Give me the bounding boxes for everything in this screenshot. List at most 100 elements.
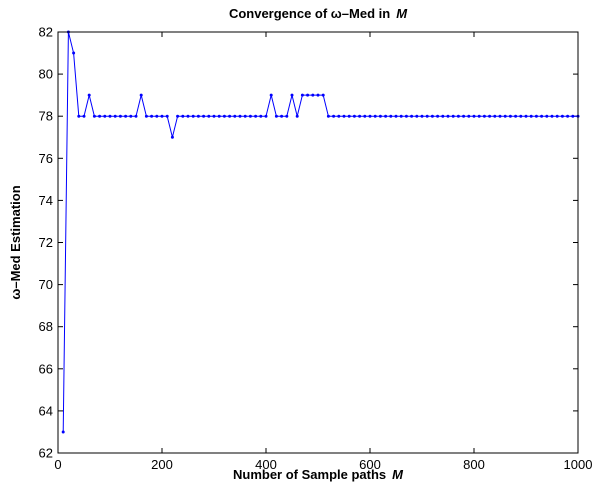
data-point xyxy=(82,114,86,118)
data-point xyxy=(332,114,336,118)
data-point xyxy=(540,114,544,118)
y-tick-label: 66 xyxy=(39,361,53,376)
data-point xyxy=(238,114,242,118)
data-point xyxy=(274,114,278,118)
data-point xyxy=(176,114,180,118)
data-point xyxy=(118,114,122,118)
data-point xyxy=(446,114,450,118)
data-point xyxy=(77,114,81,118)
y-tick-label: 72 xyxy=(39,235,53,250)
y-tick-label: 82 xyxy=(39,25,53,40)
data-point xyxy=(248,114,252,118)
data-point xyxy=(571,114,575,118)
y-tick-label: 62 xyxy=(39,446,53,461)
data-point xyxy=(87,93,91,97)
data-point xyxy=(92,114,96,118)
data-point xyxy=(498,114,502,118)
data-point xyxy=(311,93,315,97)
data-point xyxy=(306,93,310,97)
data-point xyxy=(415,114,419,118)
data-point xyxy=(347,114,351,118)
data-point xyxy=(139,93,143,97)
data-point xyxy=(430,114,434,118)
axis-ticks: 0 200 400 600 800 1000 62 64 66 68 70 72 74 76 78 80 82 xyxy=(39,25,593,473)
chart-title: Convergence of ω–Med in M xyxy=(229,6,408,21)
data-point xyxy=(410,114,414,118)
data-point xyxy=(300,93,304,97)
y-tick-label: 70 xyxy=(39,277,53,292)
data-point xyxy=(202,114,206,118)
data-point xyxy=(165,114,169,118)
x-axis-title-text: Number of Sample paths xyxy=(233,467,386,482)
data-point xyxy=(254,114,258,118)
data-point xyxy=(467,114,471,118)
data-point xyxy=(228,114,232,118)
data-point xyxy=(233,114,237,118)
data-point xyxy=(363,114,367,118)
data-point xyxy=(534,114,538,118)
data-point xyxy=(441,114,445,118)
data-point xyxy=(472,114,476,118)
data-point xyxy=(285,114,289,118)
data-point xyxy=(378,114,382,118)
data-point xyxy=(352,114,356,118)
data-point xyxy=(61,430,65,434)
data-point xyxy=(295,114,299,118)
data-point xyxy=(326,114,330,118)
data-point xyxy=(259,114,263,118)
data-point xyxy=(129,114,133,118)
data-point xyxy=(560,114,564,118)
y-axis-title: ω–Med Estimation xyxy=(8,185,23,299)
data-point xyxy=(150,114,154,118)
data-point xyxy=(134,114,138,118)
data-point xyxy=(321,93,325,97)
data-point xyxy=(196,114,200,118)
data-point xyxy=(545,114,549,118)
x-tick-label: 1000 xyxy=(564,457,593,472)
data-point xyxy=(488,114,492,118)
data-point xyxy=(503,114,507,118)
x-axis-title: Number of Sample paths M xyxy=(233,467,404,482)
data-point xyxy=(108,114,112,118)
y-tick-label: 80 xyxy=(39,67,53,82)
data-point xyxy=(493,114,497,118)
y-tick-label: 76 xyxy=(39,151,53,166)
chart-title-text: Convergence of ω–Med in xyxy=(229,6,390,21)
data-point xyxy=(186,114,190,118)
data-point xyxy=(550,114,554,118)
data-point xyxy=(155,114,159,118)
data-point xyxy=(181,114,185,118)
data-point xyxy=(420,114,424,118)
data-point xyxy=(212,114,216,118)
data-point xyxy=(103,114,107,118)
y-tick-label: 74 xyxy=(39,193,53,208)
x-axis-title-variable: M xyxy=(392,467,404,482)
chart-title-variable: M xyxy=(396,6,408,21)
data-point xyxy=(451,114,455,118)
data-point xyxy=(160,114,164,118)
data-point xyxy=(477,114,481,118)
data-point xyxy=(425,114,429,118)
data-point xyxy=(98,114,102,118)
data-point xyxy=(529,114,533,118)
data-point xyxy=(290,93,294,97)
data-point xyxy=(217,114,221,118)
data-point xyxy=(514,114,518,118)
data-point xyxy=(399,114,403,118)
data-point xyxy=(358,114,362,118)
data-point xyxy=(404,114,408,118)
data-point xyxy=(280,114,284,118)
data-point xyxy=(462,114,466,118)
x-tick-label: 200 xyxy=(151,457,173,472)
data-point xyxy=(389,114,393,118)
data-point xyxy=(269,93,273,97)
data-point xyxy=(436,114,440,118)
data-point xyxy=(384,114,388,118)
data-point xyxy=(394,114,398,118)
data-point xyxy=(368,114,372,118)
y-tick-label: 78 xyxy=(39,109,53,124)
data-point xyxy=(519,114,523,118)
x-tick-label: 800 xyxy=(463,457,485,472)
